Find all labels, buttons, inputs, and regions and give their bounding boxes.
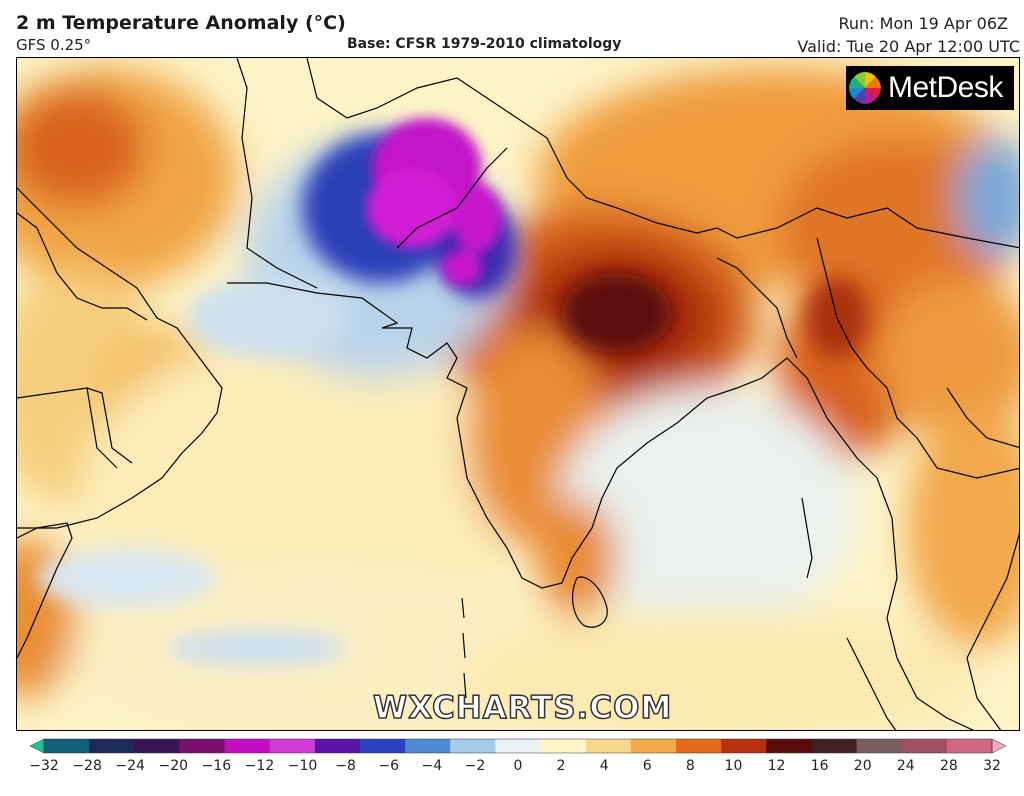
watermark: WXCHARTS.COM: [372, 689, 673, 727]
colorbar-tick-label: 24: [896, 758, 915, 774]
temperature-anomaly-map[interactable]: [16, 57, 1020, 731]
colorbar-tick-label: −24: [115, 758, 145, 774]
colorbar-tick-label: −8: [335, 758, 356, 774]
colorbar-segment: [585, 739, 632, 753]
colorbar-tick-label: 10: [724, 758, 743, 774]
colorbar-tick-label: 4: [599, 758, 609, 774]
colorbar-segment: [405, 739, 451, 753]
colorbar-tick-label: 32: [983, 758, 1001, 774]
colorbar-high-arrow: [991, 738, 1006, 754]
colorbar-outline: [43, 738, 993, 754]
colorbar-segment: [44, 739, 90, 753]
colorbar-segment: [89, 739, 135, 753]
chart-title: 2 m Temperature Anomaly (°C): [16, 12, 346, 34]
colorbar-segment: [946, 739, 993, 753]
metdesk-logo: MetDesk: [846, 66, 1014, 110]
colorbar-tick-label: −4: [421, 758, 443, 774]
colorbar-tick-label: 0: [513, 758, 523, 774]
run-time-label: Run: Mon 19 Apr 06Z: [838, 14, 1008, 33]
coastline-layer: [17, 58, 1019, 730]
colorbar-segment: [134, 739, 180, 753]
colorbar-tick-label: 12: [767, 758, 786, 774]
colorbar-tick-label: 8: [685, 758, 695, 774]
colorbar-low-arrow: [30, 738, 45, 754]
colorbar-segment: [630, 739, 677, 753]
colorbar-segment: [766, 739, 812, 753]
colorbar-ticks: −32 −28 −24 −20 −16 −12 −10 −8 −6 −4 −2 0 2 4 6 8 10 12 16…: [0, 758, 1024, 778]
colorbar-tick-label: −12: [244, 758, 275, 774]
colorbar-tick-label: −20: [158, 758, 189, 774]
colorbar-tick-label: −10: [287, 758, 318, 774]
colorbar-tick-label: 16: [810, 758, 829, 774]
map-canvas: [17, 58, 1019, 730]
colorbar-segment: [269, 739, 316, 753]
colorbar-segment: [721, 739, 767, 753]
colorbar-segment: [224, 739, 271, 753]
colorbar-tick-label: 20: [853, 758, 872, 774]
model-label: GFS 0.25°: [16, 36, 92, 54]
colorbar-segment: [811, 739, 858, 753]
colorbar-segment: [450, 739, 496, 753]
colorbar-segment: [856, 739, 903, 753]
colorbar: [30, 738, 1006, 754]
colorbar-segment: [540, 739, 587, 753]
pinwheel-logo-icon: [849, 72, 881, 104]
base-climatology-label: Base: CFSR 1979-2010 climatology: [347, 36, 622, 52]
colorbar-tick-label: 2: [556, 758, 566, 774]
colorbar-segment: [676, 739, 722, 753]
colorbar-segment: [495, 739, 542, 753]
colorbar-tick-label: −32: [29, 758, 59, 774]
colorbar-tick-label: 6: [642, 758, 652, 774]
colorbar-tick-label: −28: [72, 758, 102, 774]
colorbar-tick-label: −16: [201, 758, 232, 774]
colorbar-segment: [179, 739, 226, 753]
colorbar-tick-label: 28: [939, 758, 958, 774]
colorbar-segment: [314, 739, 361, 753]
valid-time-label: Valid: Tue 20 Apr 12:00 UTC: [797, 37, 1020, 56]
colorbar-segment: [901, 739, 948, 753]
colorbar-tick-label: −2: [464, 758, 486, 774]
colorbar-segment: [360, 739, 406, 753]
logo-text: MetDesk: [888, 71, 1003, 104]
colorbar-tick-label: −6: [378, 758, 400, 774]
